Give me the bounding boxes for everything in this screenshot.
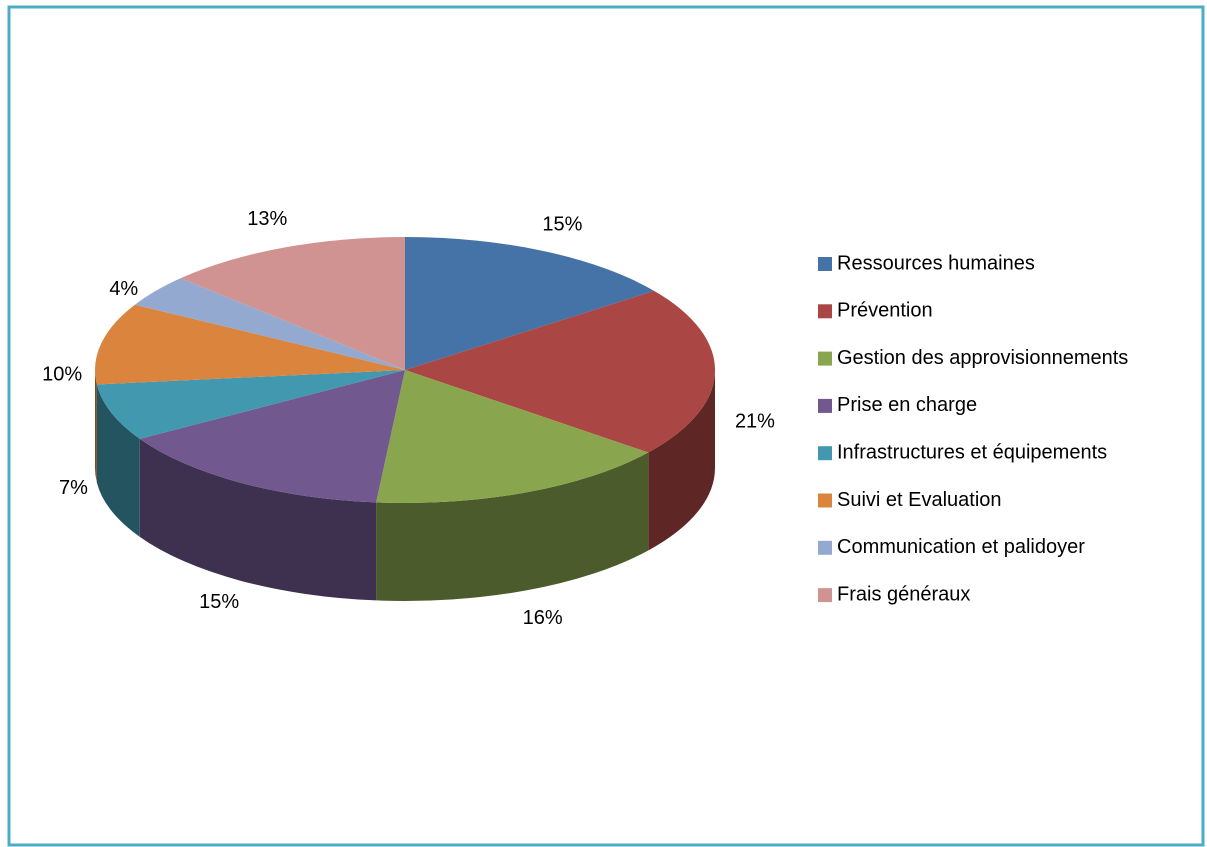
data-label: 16% bbox=[523, 607, 563, 629]
slice bbox=[94, 304, 405, 385]
slice bbox=[180, 237, 405, 370]
legend-swatch bbox=[818, 588, 832, 603]
slice bbox=[139, 370, 406, 503]
data-label: 15% bbox=[199, 591, 239, 613]
data-label: 4% bbox=[109, 278, 138, 300]
data-label: 13% bbox=[247, 208, 287, 230]
slice bbox=[134, 278, 405, 370]
slice bbox=[376, 370, 649, 503]
legend-label: Gestion des approvisionnements bbox=[837, 347, 1128, 369]
legend-label: Prise en charge bbox=[837, 394, 977, 416]
slice-side bbox=[139, 438, 377, 601]
slice bbox=[96, 370, 405, 439]
data-label: 15% bbox=[542, 213, 582, 235]
legend-swatch bbox=[818, 493, 832, 508]
legend-label: Infrastructures et équipements bbox=[837, 441, 1107, 463]
slice-side bbox=[95, 370, 97, 483]
slice-side bbox=[376, 452, 649, 602]
slice bbox=[405, 290, 715, 453]
slice bbox=[405, 237, 655, 370]
legend-swatch bbox=[818, 446, 832, 461]
slice-side bbox=[648, 370, 715, 551]
legend-label: Ressources humaines bbox=[837, 252, 1035, 274]
data-label: 7% bbox=[59, 477, 88, 499]
data-label: 10% bbox=[42, 364, 82, 386]
legend-label: Suivi et Evaluation bbox=[837, 489, 1002, 511]
legend-swatch bbox=[818, 398, 832, 413]
legend-label: Frais généraux bbox=[837, 583, 970, 605]
legend-label: Communication et palidoyer bbox=[837, 536, 1085, 558]
legend-swatch bbox=[818, 304, 832, 319]
slice-side bbox=[96, 384, 140, 537]
legend-swatch bbox=[818, 257, 832, 271]
data-label: 21% bbox=[735, 411, 775, 433]
legend-swatch bbox=[818, 351, 832, 366]
legend-swatch bbox=[818, 540, 832, 555]
legend-label: Prévention bbox=[837, 300, 933, 322]
frame bbox=[7, 5, 1205, 847]
